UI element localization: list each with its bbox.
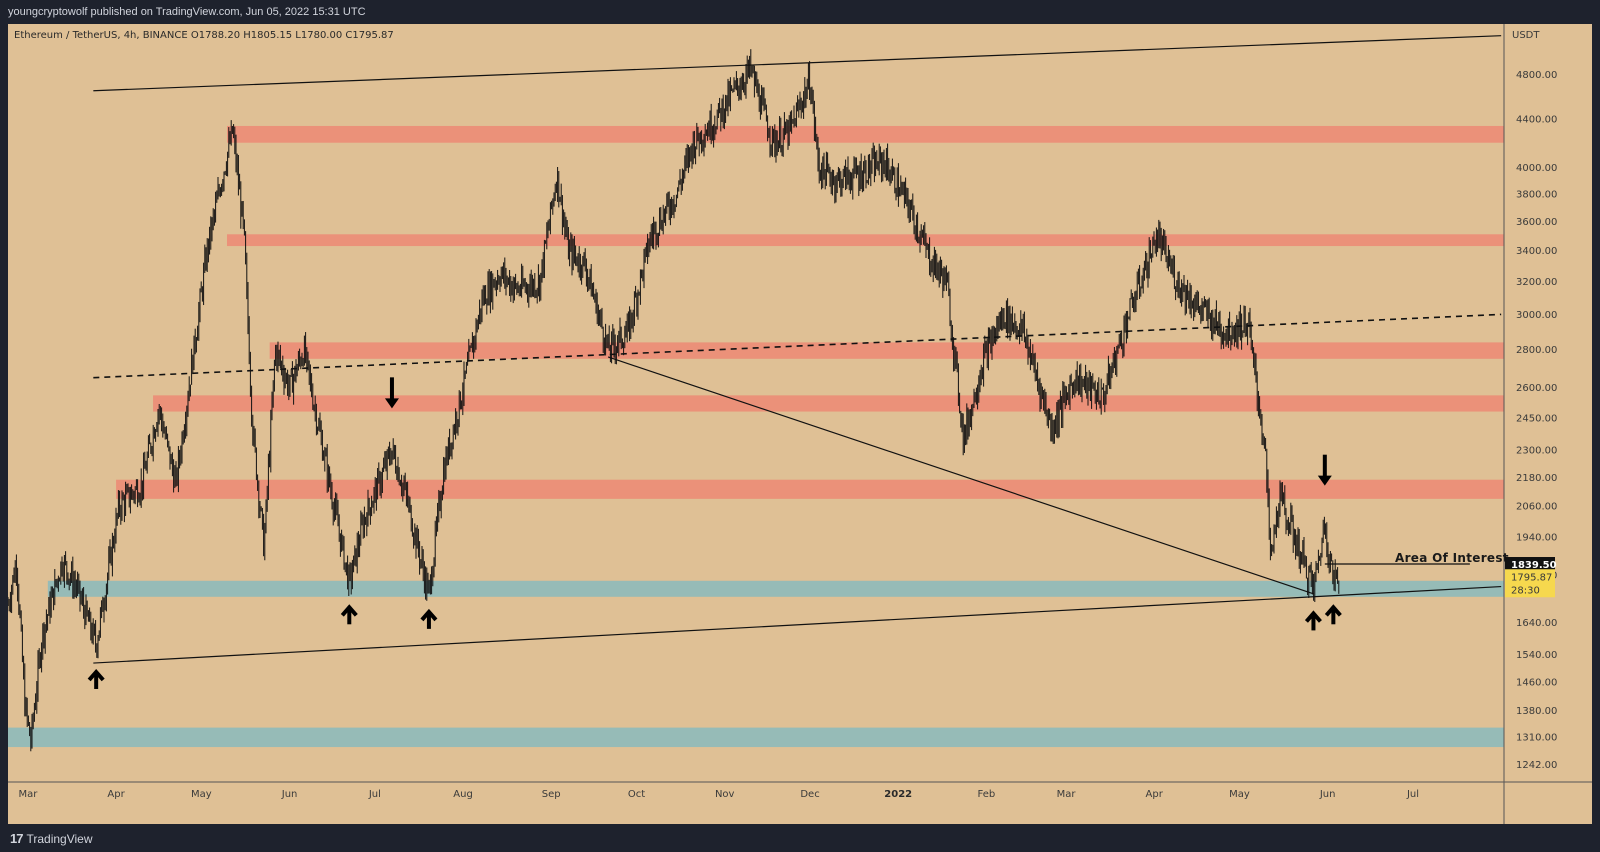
price-tick-label: 4400.00	[1516, 114, 1557, 125]
resistance-zone	[116, 479, 1504, 499]
arrow-down-icon	[1317, 454, 1332, 486]
time-tick-label: Apr	[107, 789, 125, 800]
price-tick-label: 4800.00	[1516, 70, 1557, 81]
price-tick-label: 3600.00	[1516, 217, 1557, 228]
chart-frame[interactable]: 4800.00 4400.00 4000.00 3800.00 3600.00 3400.…	[8, 24, 1592, 824]
time-tick-label: Feb	[978, 789, 996, 800]
arrow-up-icon	[420, 608, 438, 629]
zones-layer	[8, 125, 1504, 748]
publisher-bar: youngcryptowolf published on TradingView…	[0, 0, 1600, 24]
price-tick-label: 2800.00	[1516, 345, 1557, 356]
time-tick-label: Mar	[18, 789, 38, 800]
price-tick-label: 2450.00	[1516, 413, 1557, 424]
time-tick-label: Mar	[1057, 789, 1077, 800]
branding-bar: 17 TradingView	[0, 824, 1600, 852]
resistance-zone	[226, 125, 1504, 143]
last-price-text: 1795.87	[1511, 572, 1552, 583]
trendline	[607, 356, 1314, 595]
support-zone	[8, 727, 1504, 748]
tradingview-logo-icon: 17	[10, 831, 24, 846]
arrow-head	[1324, 604, 1342, 617]
arrow-head	[384, 398, 399, 409]
time-tick-label: Jul	[368, 789, 381, 800]
resistance-zone	[153, 395, 1504, 412]
time-tick-label: 2022	[884, 789, 912, 800]
resistance-zone	[226, 234, 1504, 247]
arrow-head	[420, 608, 438, 622]
symbol-info: Ethereum / TetherUS, 4h, BINANCE O1788.2…	[14, 30, 394, 41]
arrow-up-icon	[87, 668, 105, 689]
time-tick-label: Sep	[542, 789, 561, 800]
marked-price-text: 1839.50	[1511, 560, 1557, 571]
arrow-head	[87, 668, 105, 682]
marked-price-tag	[1505, 557, 1555, 572]
time-tick-label: Dec	[800, 789, 819, 800]
price-tick-label: 4000.00	[1516, 163, 1557, 174]
time-tick-label: May	[1229, 789, 1250, 800]
time-tick-label: May	[191, 789, 212, 800]
time-tick-label: Jun	[1319, 789, 1336, 800]
price-tick-label: 1940.00	[1516, 532, 1557, 543]
time-tick-label: Oct	[628, 789, 645, 800]
price-tick-label: 1540.00	[1516, 650, 1557, 661]
countdown-text: 28:30	[1511, 585, 1540, 596]
resistance-zone	[269, 342, 1504, 359]
arrow-up-icon	[340, 604, 358, 625]
price-tick-label: 3400.00	[1516, 246, 1557, 257]
price-axis[interactable]: 4800.00 4400.00 4000.00 3800.00 3600.00 3400.…	[1516, 70, 1557, 771]
candles-layer	[8, 49, 1340, 752]
price-tick-label: 1640.00	[1516, 618, 1557, 629]
support-zone	[47, 580, 1504, 597]
price-tick-label: 3000.00	[1516, 310, 1557, 321]
arrow-head	[340, 604, 358, 617]
publisher-text: youngcryptowolf published on TradingView…	[8, 6, 366, 18]
currency-label: USDT	[1512, 30, 1540, 41]
price-tick-label: 1460.00	[1516, 677, 1557, 688]
tradingview-logo[interactable]: 17 TradingView	[10, 831, 93, 846]
dashed-trendline	[93, 313, 1502, 379]
arrow-up-icon	[1324, 604, 1342, 625]
time-tick-label: Jun	[281, 789, 298, 800]
arrow-head	[1317, 475, 1332, 486]
price-chart[interactable]: 4800.00 4400.00 4000.00 3800.00 3600.00 3400.…	[8, 24, 1592, 824]
time-tick-label: Aug	[453, 789, 473, 800]
price-tick-label: 3200.00	[1516, 277, 1557, 288]
price-tick-label: 1380.00	[1516, 706, 1557, 717]
area-of-interest-label: Area Of Interest	[1395, 551, 1509, 565]
time-axis[interactable]: Mar Apr May Jun Jul Aug Sep Oct Nov Dec 2022 Feb Mar…	[18, 789, 1419, 800]
price-tick-label: 2180.00	[1516, 473, 1557, 484]
arrow-up-icon	[1304, 610, 1322, 631]
trendline	[93, 35, 1502, 92]
price-tick-label: 1242.00	[1516, 760, 1557, 771]
tradingview-brand: TradingView	[26, 831, 93, 846]
time-tick-label: Nov	[715, 789, 735, 800]
time-tick-label: Jul	[1406, 789, 1419, 800]
price-tick-label: 2060.00	[1516, 502, 1557, 513]
arrow-down-icon	[384, 377, 399, 409]
trendline	[93, 585, 1502, 664]
price-tick-label: 3800.00	[1516, 189, 1557, 200]
price-tick-label: 2600.00	[1516, 383, 1557, 394]
arrows-layer	[87, 377, 1342, 689]
trendlines-layer	[93, 35, 1502, 664]
price-tick-label: 2300.00	[1516, 446, 1557, 457]
price-tick-label: 1310.00	[1516, 733, 1557, 744]
last-price-tag	[1505, 569, 1555, 598]
time-tick-label: Apr	[1146, 789, 1164, 800]
arrow-head	[1304, 610, 1322, 623]
